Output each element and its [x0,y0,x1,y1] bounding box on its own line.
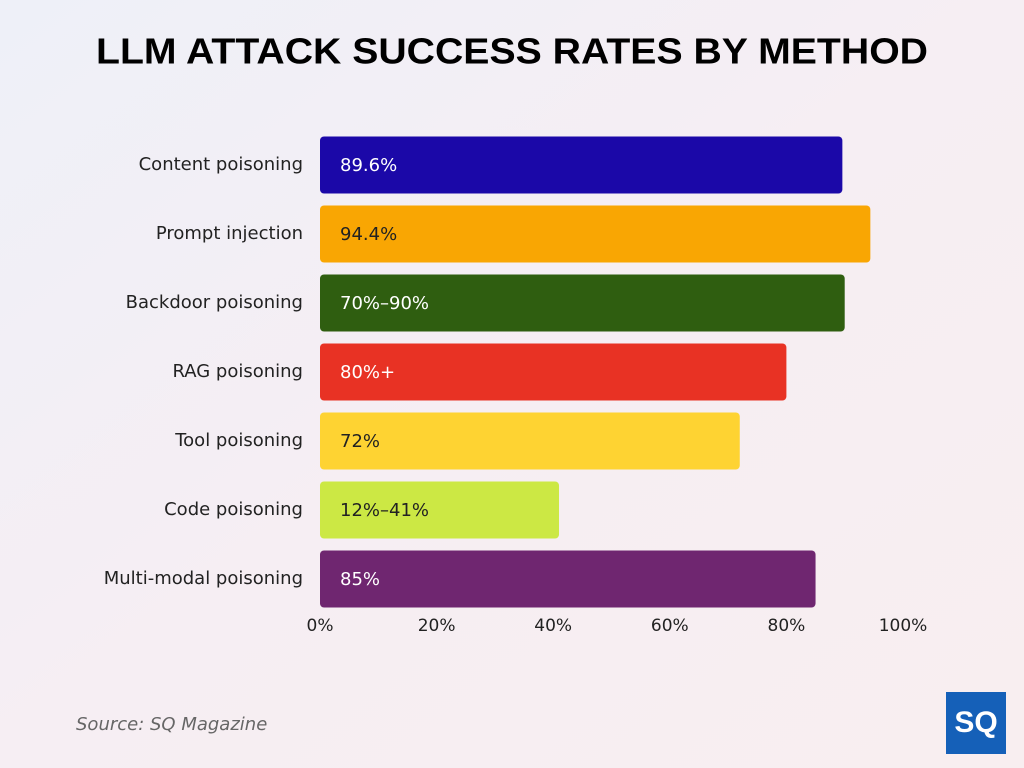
category-label: Backdoor poisoning [126,292,303,313]
bar [320,274,845,332]
chart-title: LLM ATTACK SUCCESS RATES BY METHOD [96,31,928,72]
x-tick-label: 100% [879,616,928,636]
category-label: Tool poisoning [174,430,303,451]
category-label: Code poisoning [164,499,303,520]
value-label: 85% [340,569,380,590]
bar [320,481,560,539]
x-tick-label: 20% [418,616,456,636]
bar [320,205,871,263]
value-label: 80%+ [340,362,395,383]
logo-box [946,692,1006,754]
bar [320,136,843,194]
category-label: Prompt injection [156,223,303,244]
x-tick-label: 0% [307,616,334,636]
bar [320,412,740,470]
x-tick-label: 60% [651,616,689,636]
value-label: 70%–90% [340,293,429,314]
category-label: Content poisoning [139,154,303,175]
bar [320,343,787,401]
category-label: Multi-modal poisoning [104,568,303,589]
x-tick-label: 80% [768,616,806,636]
logo: SQ [954,706,997,739]
category-label: RAG poisoning [172,361,303,382]
x-tick-label: 40% [534,616,572,636]
value-label: 12%–41% [340,500,429,521]
value-label: 72% [340,431,380,452]
source: Source: SQ Magazine [76,714,267,735]
bar [320,550,816,608]
value-label: 94.4% [340,224,397,245]
value-label: 89.6% [340,155,397,176]
